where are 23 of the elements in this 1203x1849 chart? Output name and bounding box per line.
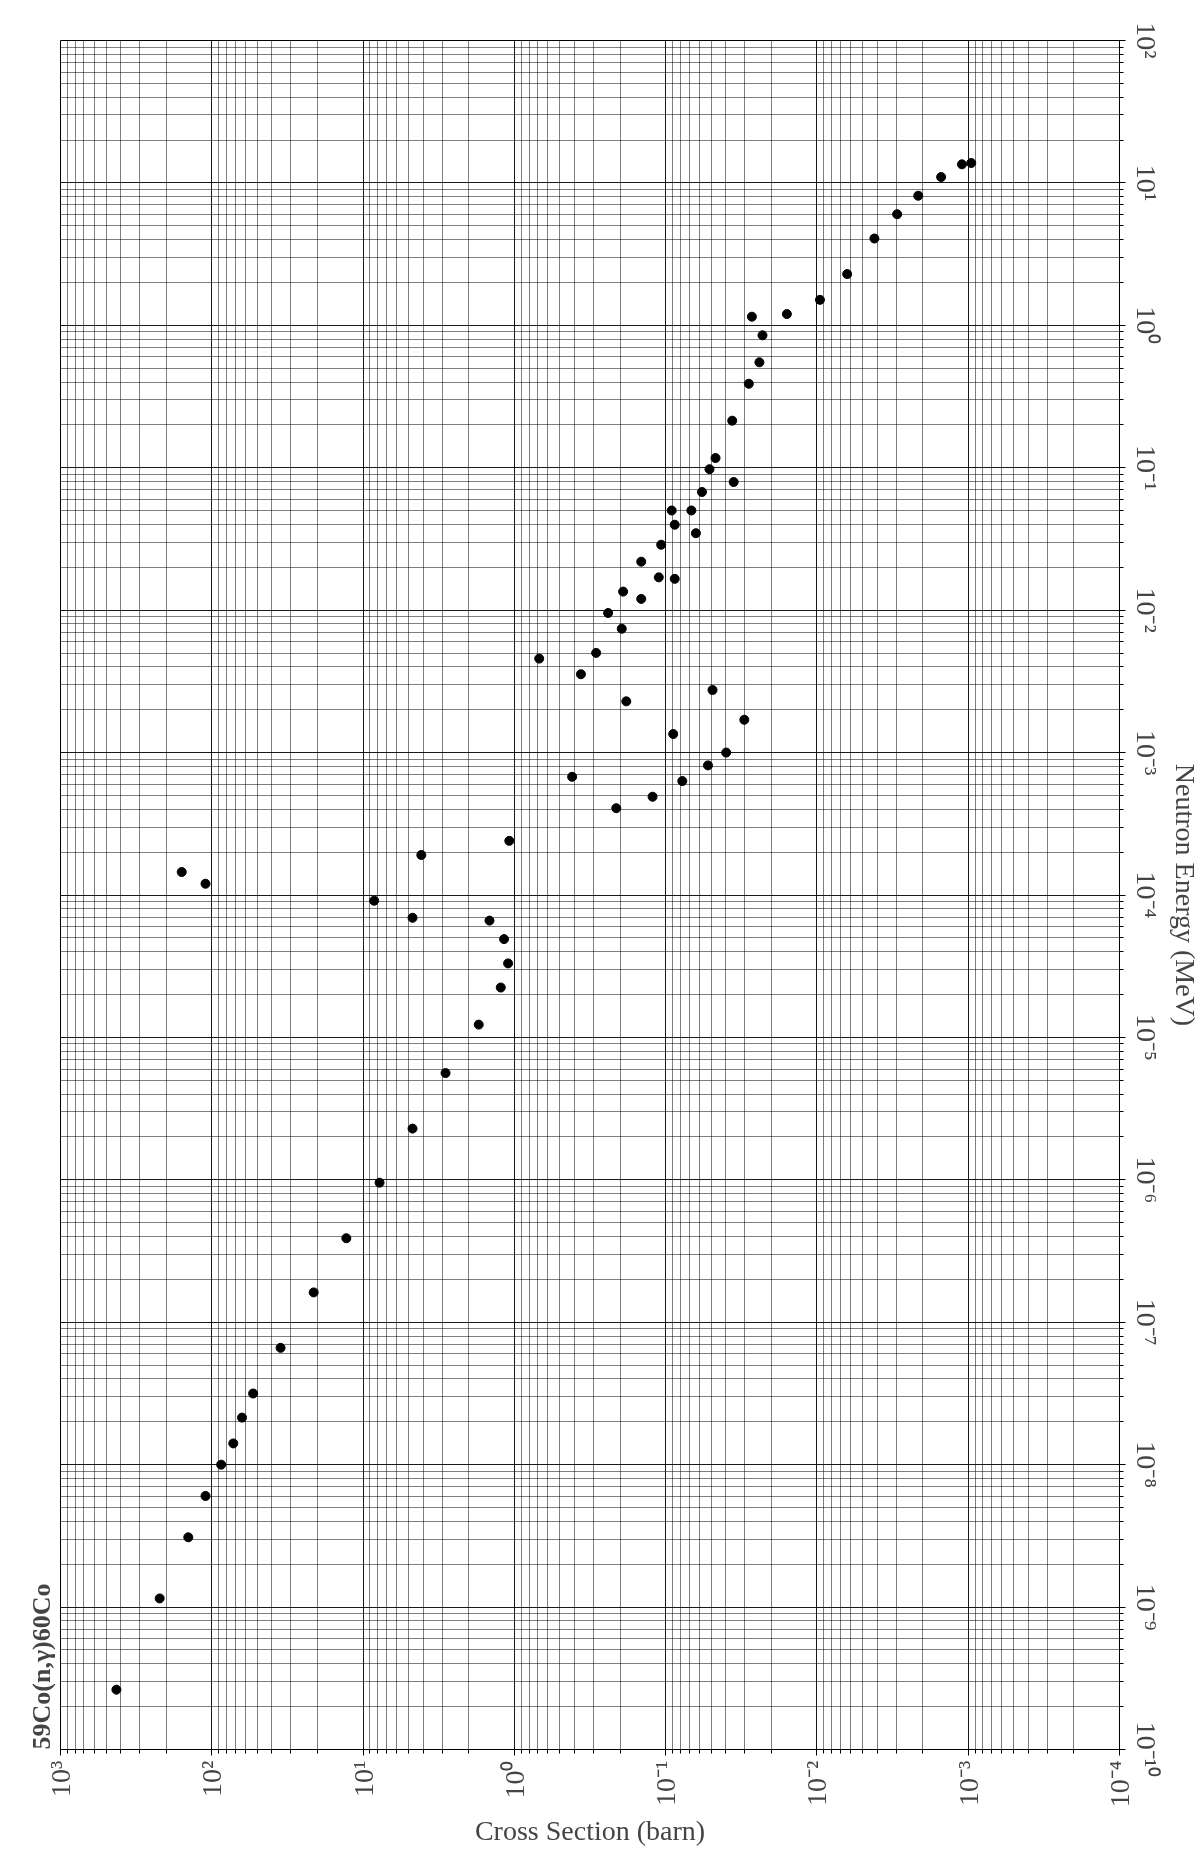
y-tick-label: 10⁻⁴ — [1130, 871, 1162, 919]
x-axis-title: Cross Section (barn) — [474, 1815, 706, 1847]
x-tick-label: 10² — [196, 1760, 228, 1797]
x-tick-label: 10⁻² — [801, 1760, 833, 1806]
y-axis-title: Neutron Energy (MeV) — [1169, 763, 1201, 1027]
y-tick-label: 10⁻⁹ — [1130, 1583, 1162, 1631]
y-tick-label: 10⁻⁷ — [1130, 1298, 1162, 1346]
x-tick-label: 10¹ — [347, 1760, 379, 1797]
y-tick-label: 10¹ — [1130, 164, 1162, 202]
x-tick-label: 10⁰ — [498, 1760, 530, 1799]
y-tick-label: 10⁻⁵ — [1130, 1014, 1162, 1061]
x-tick-label: 10⁻³ — [952, 1760, 984, 1806]
x-tick-label: 10³ — [45, 1760, 76, 1797]
y-tick-label: 10⁻¹ — [1130, 445, 1162, 491]
y-tick-label: 10⁰ — [1130, 306, 1162, 345]
text: 59Co(n,γ)60Co — [26, 1583, 56, 1750]
y-tick-label: 10⁻⁶ — [1130, 1156, 1162, 1204]
y-tick-label: 10⁻⁸ — [1130, 1441, 1162, 1489]
y-tick-label: 10² — [1130, 22, 1162, 59]
y-tick-label: 10⁻² — [1130, 587, 1162, 633]
y-tick-label: 10⁻¹⁰ — [1130, 1721, 1162, 1778]
x-tick-label: 10⁻¹ — [650, 1760, 682, 1806]
y-tick-label: 10⁻³ — [1130, 729, 1162, 776]
